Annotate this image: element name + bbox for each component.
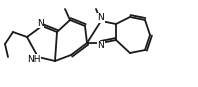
Text: N: N xyxy=(37,19,43,27)
Text: N: N xyxy=(98,41,104,50)
Text: N: N xyxy=(98,13,104,23)
Text: NH: NH xyxy=(27,54,41,64)
